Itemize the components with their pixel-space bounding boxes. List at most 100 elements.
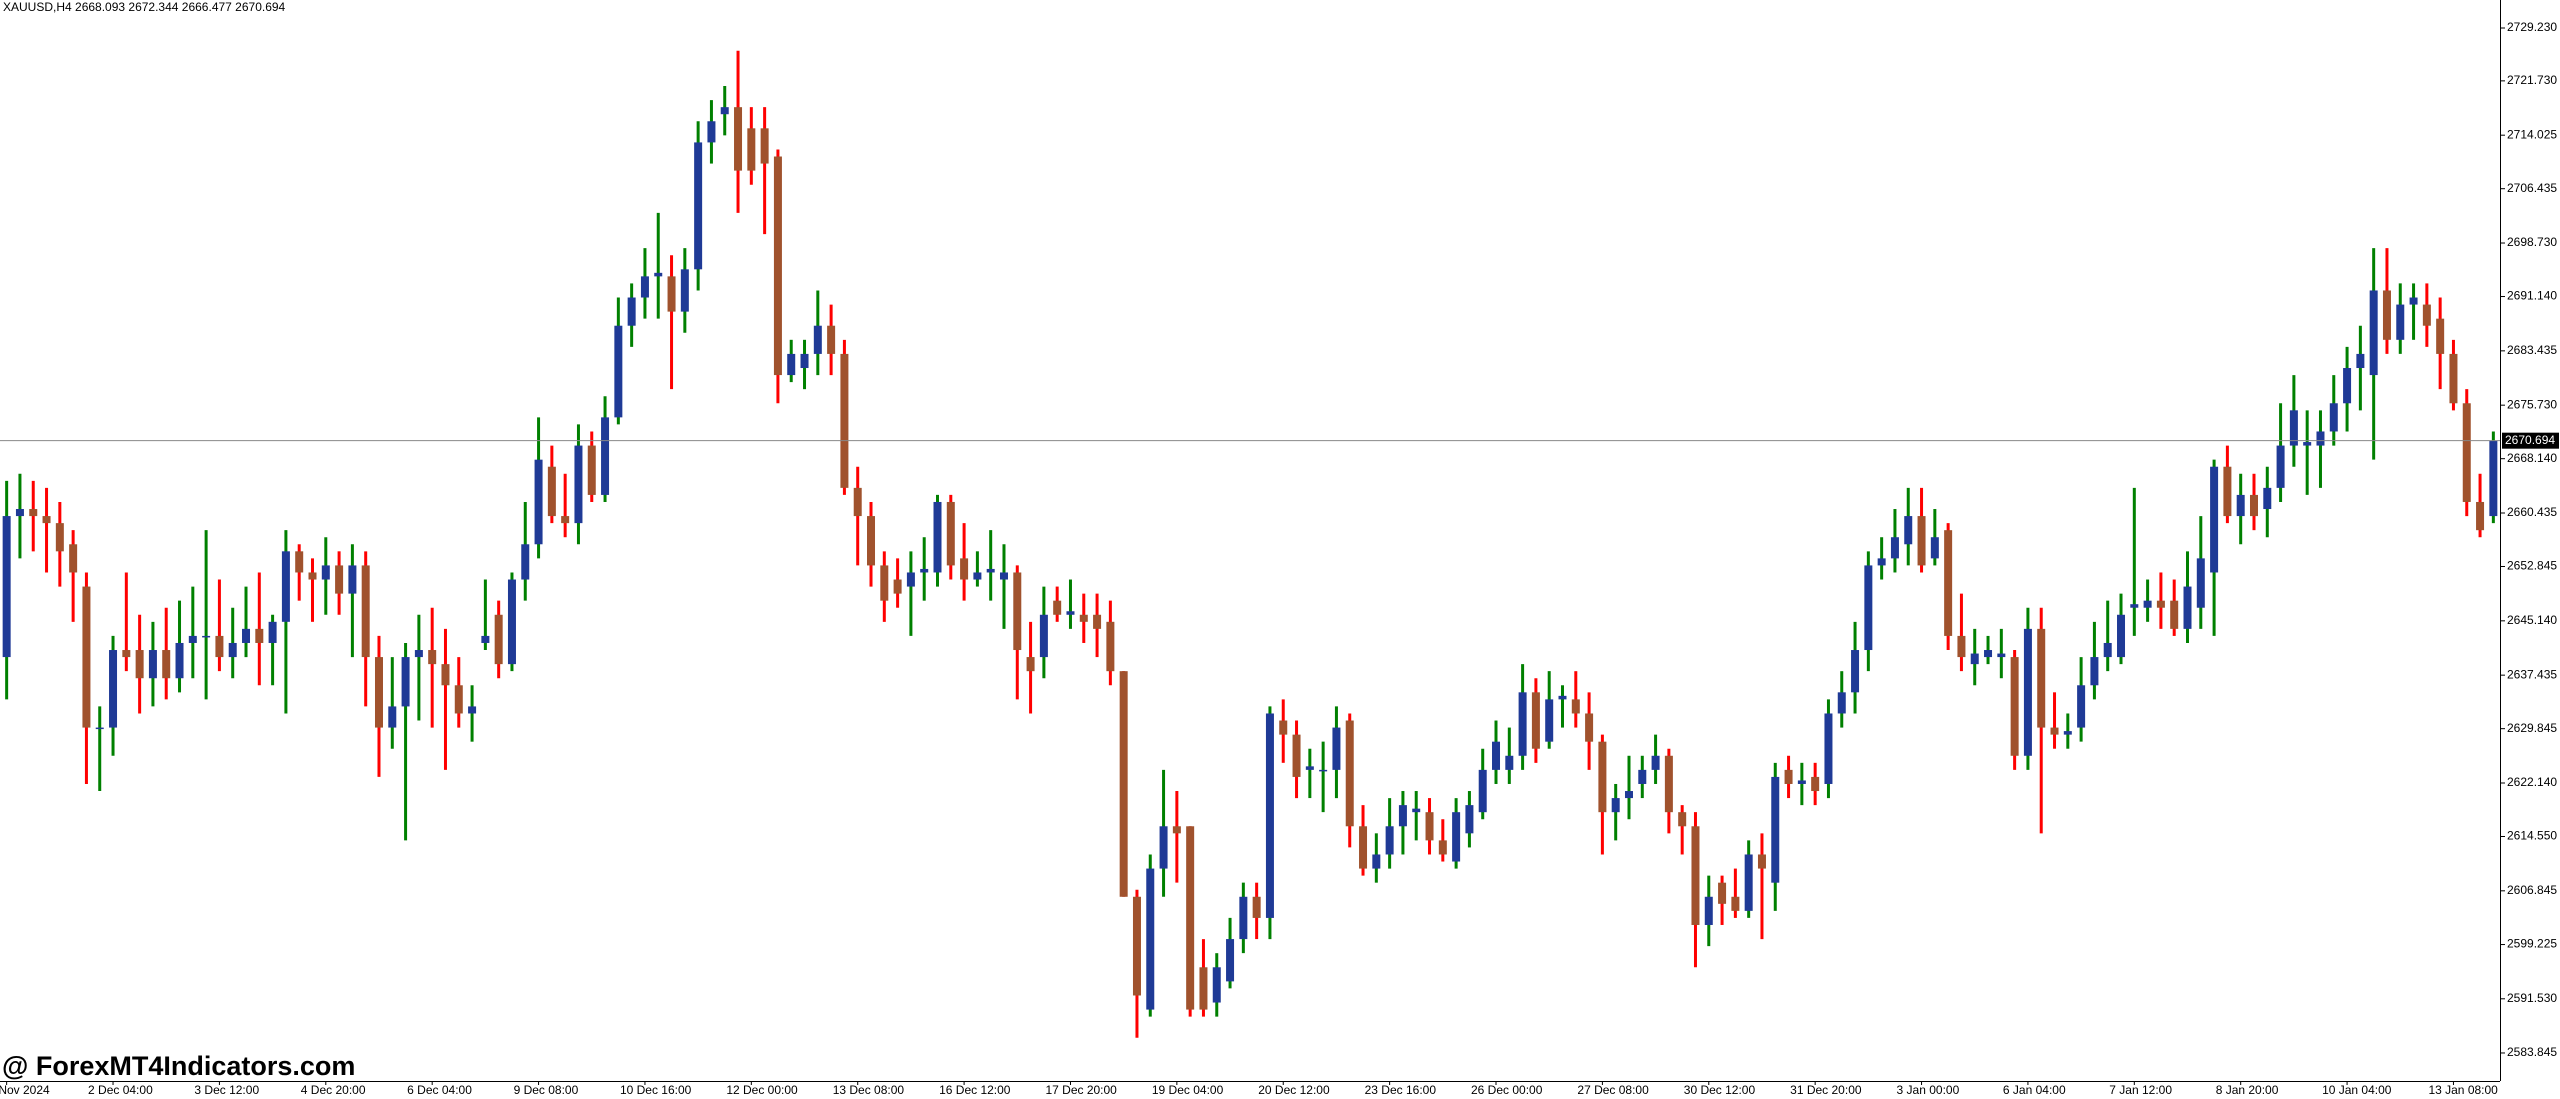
candle-body [361, 565, 370, 658]
candle-body [667, 276, 676, 312]
candle-body [2343, 368, 2352, 404]
candle-body [2303, 442, 2312, 446]
x-tick-label: 26 Dec 00:00 [1471, 1083, 1543, 1097]
candle-body [1425, 812, 1434, 841]
candle-body [587, 445, 596, 495]
candle-body [1890, 537, 1899, 559]
candle-body [813, 325, 822, 354]
candle-body [1811, 776, 1820, 792]
candle-body [1771, 776, 1780, 883]
candle-body [2462, 403, 2471, 502]
y-tick-label: 2706.435 [2507, 181, 2557, 195]
candle-body [574, 445, 583, 524]
candle-body [1531, 692, 1540, 749]
x-tick-label: 2 Dec 04:00 [88, 1083, 153, 1097]
x-tick-label: 3 Jan 00:00 [1897, 1083, 1960, 1097]
candle-body [734, 107, 743, 171]
x-tick-label: 7 Jan 12:00 [2109, 1083, 2172, 1097]
candle-body [2117, 614, 2126, 658]
candle-body [1624, 791, 1633, 799]
x-tick-label: 19 Dec 04:00 [1152, 1083, 1224, 1097]
x-tick-label: 10 Dec 16:00 [620, 1083, 692, 1097]
candle-body [1412, 808, 1421, 813]
x-tick-label: 31 Dec 20:00 [1790, 1083, 1862, 1097]
candle-body [2196, 558, 2205, 608]
candle-body [242, 628, 251, 643]
candle-body [2050, 727, 2059, 735]
y-tick-label: 2614.550 [2507, 829, 2557, 843]
candle-body [1970, 653, 1979, 665]
candle-body [255, 628, 264, 643]
candle-body [228, 642, 237, 658]
candle-body [69, 544, 78, 573]
x-tick-label: 28 Nov 2024 [0, 1083, 50, 1097]
candle-body [2436, 318, 2445, 354]
y-tick-label: 2714.025 [2507, 127, 2557, 141]
candle-body [1731, 896, 1740, 911]
x-tick-label: 4 Dec 20:00 [301, 1083, 366, 1097]
candle-body [1837, 692, 1846, 714]
candle-body [1797, 780, 1806, 784]
candle-body [335, 565, 344, 594]
candle-body [999, 572, 1008, 580]
candle-body [893, 579, 902, 594]
y-tick-label: 2629.845 [2507, 721, 2557, 735]
y-tick-label: 2622.140 [2507, 775, 2557, 789]
candle-body [1944, 530, 1953, 636]
candle-body [1611, 798, 1620, 813]
candle-body [1864, 565, 1873, 651]
candle-body [135, 650, 144, 679]
candle-body [2476, 501, 2485, 531]
candle-body [2409, 297, 2418, 305]
candle-body [215, 635, 224, 658]
candle-body [561, 516, 570, 524]
candle-body [1226, 939, 1235, 982]
candle-body [1252, 896, 1261, 918]
candle-body [2170, 600, 2179, 629]
candle-body [1704, 896, 1713, 925]
candle-body [1385, 826, 1394, 855]
candle-body [521, 544, 530, 580]
candle-body [773, 156, 782, 376]
candle-body [1305, 766, 1314, 770]
candle-body [906, 572, 915, 587]
candle-body [468, 706, 477, 714]
candle-body [95, 727, 104, 730]
candle-body [720, 107, 729, 115]
candle-body [202, 635, 211, 638]
y-tick-label: 2668.140 [2507, 451, 2557, 465]
candle-body [441, 664, 450, 686]
candle-body [867, 516, 876, 566]
y-tick-label: 2721.730 [2507, 73, 2557, 87]
candle-body [1678, 812, 1687, 827]
candle-body [1757, 854, 1766, 869]
candle-body [2422, 304, 2431, 326]
candle-body [1119, 671, 1128, 897]
candle-body [1279, 720, 1288, 735]
candle-body [2449, 353, 2458, 404]
current-price-label: 2670.694 [2505, 433, 2555, 447]
candle-body [2289, 410, 2298, 446]
x-tick-label: 10 Jan 04:00 [2322, 1083, 2392, 1097]
candle-body [481, 635, 490, 643]
candle-body [1013, 572, 1022, 651]
candle-body [82, 586, 91, 728]
candle-body [694, 142, 703, 270]
candle-body [2489, 440, 2498, 517]
candle-body [946, 501, 955, 566]
candle-body [2210, 466, 2219, 573]
candle-body [2263, 487, 2272, 510]
candle-body [1598, 741, 1607, 813]
candle-body [1651, 755, 1660, 770]
y-tick-label: 2637.435 [2507, 667, 2557, 681]
y-tick-label: 2599.225 [2507, 937, 2557, 951]
x-tick-label: 13 Jan 08:00 [2428, 1083, 2498, 1097]
candle-body [1053, 600, 1062, 615]
candle-body [109, 650, 118, 728]
candle-body [1438, 840, 1447, 855]
candle-body [640, 276, 649, 298]
candle-body [1319, 769, 1328, 772]
candle-body [2223, 466, 2232, 517]
x-tick-label: 13 Dec 08:00 [833, 1083, 905, 1097]
